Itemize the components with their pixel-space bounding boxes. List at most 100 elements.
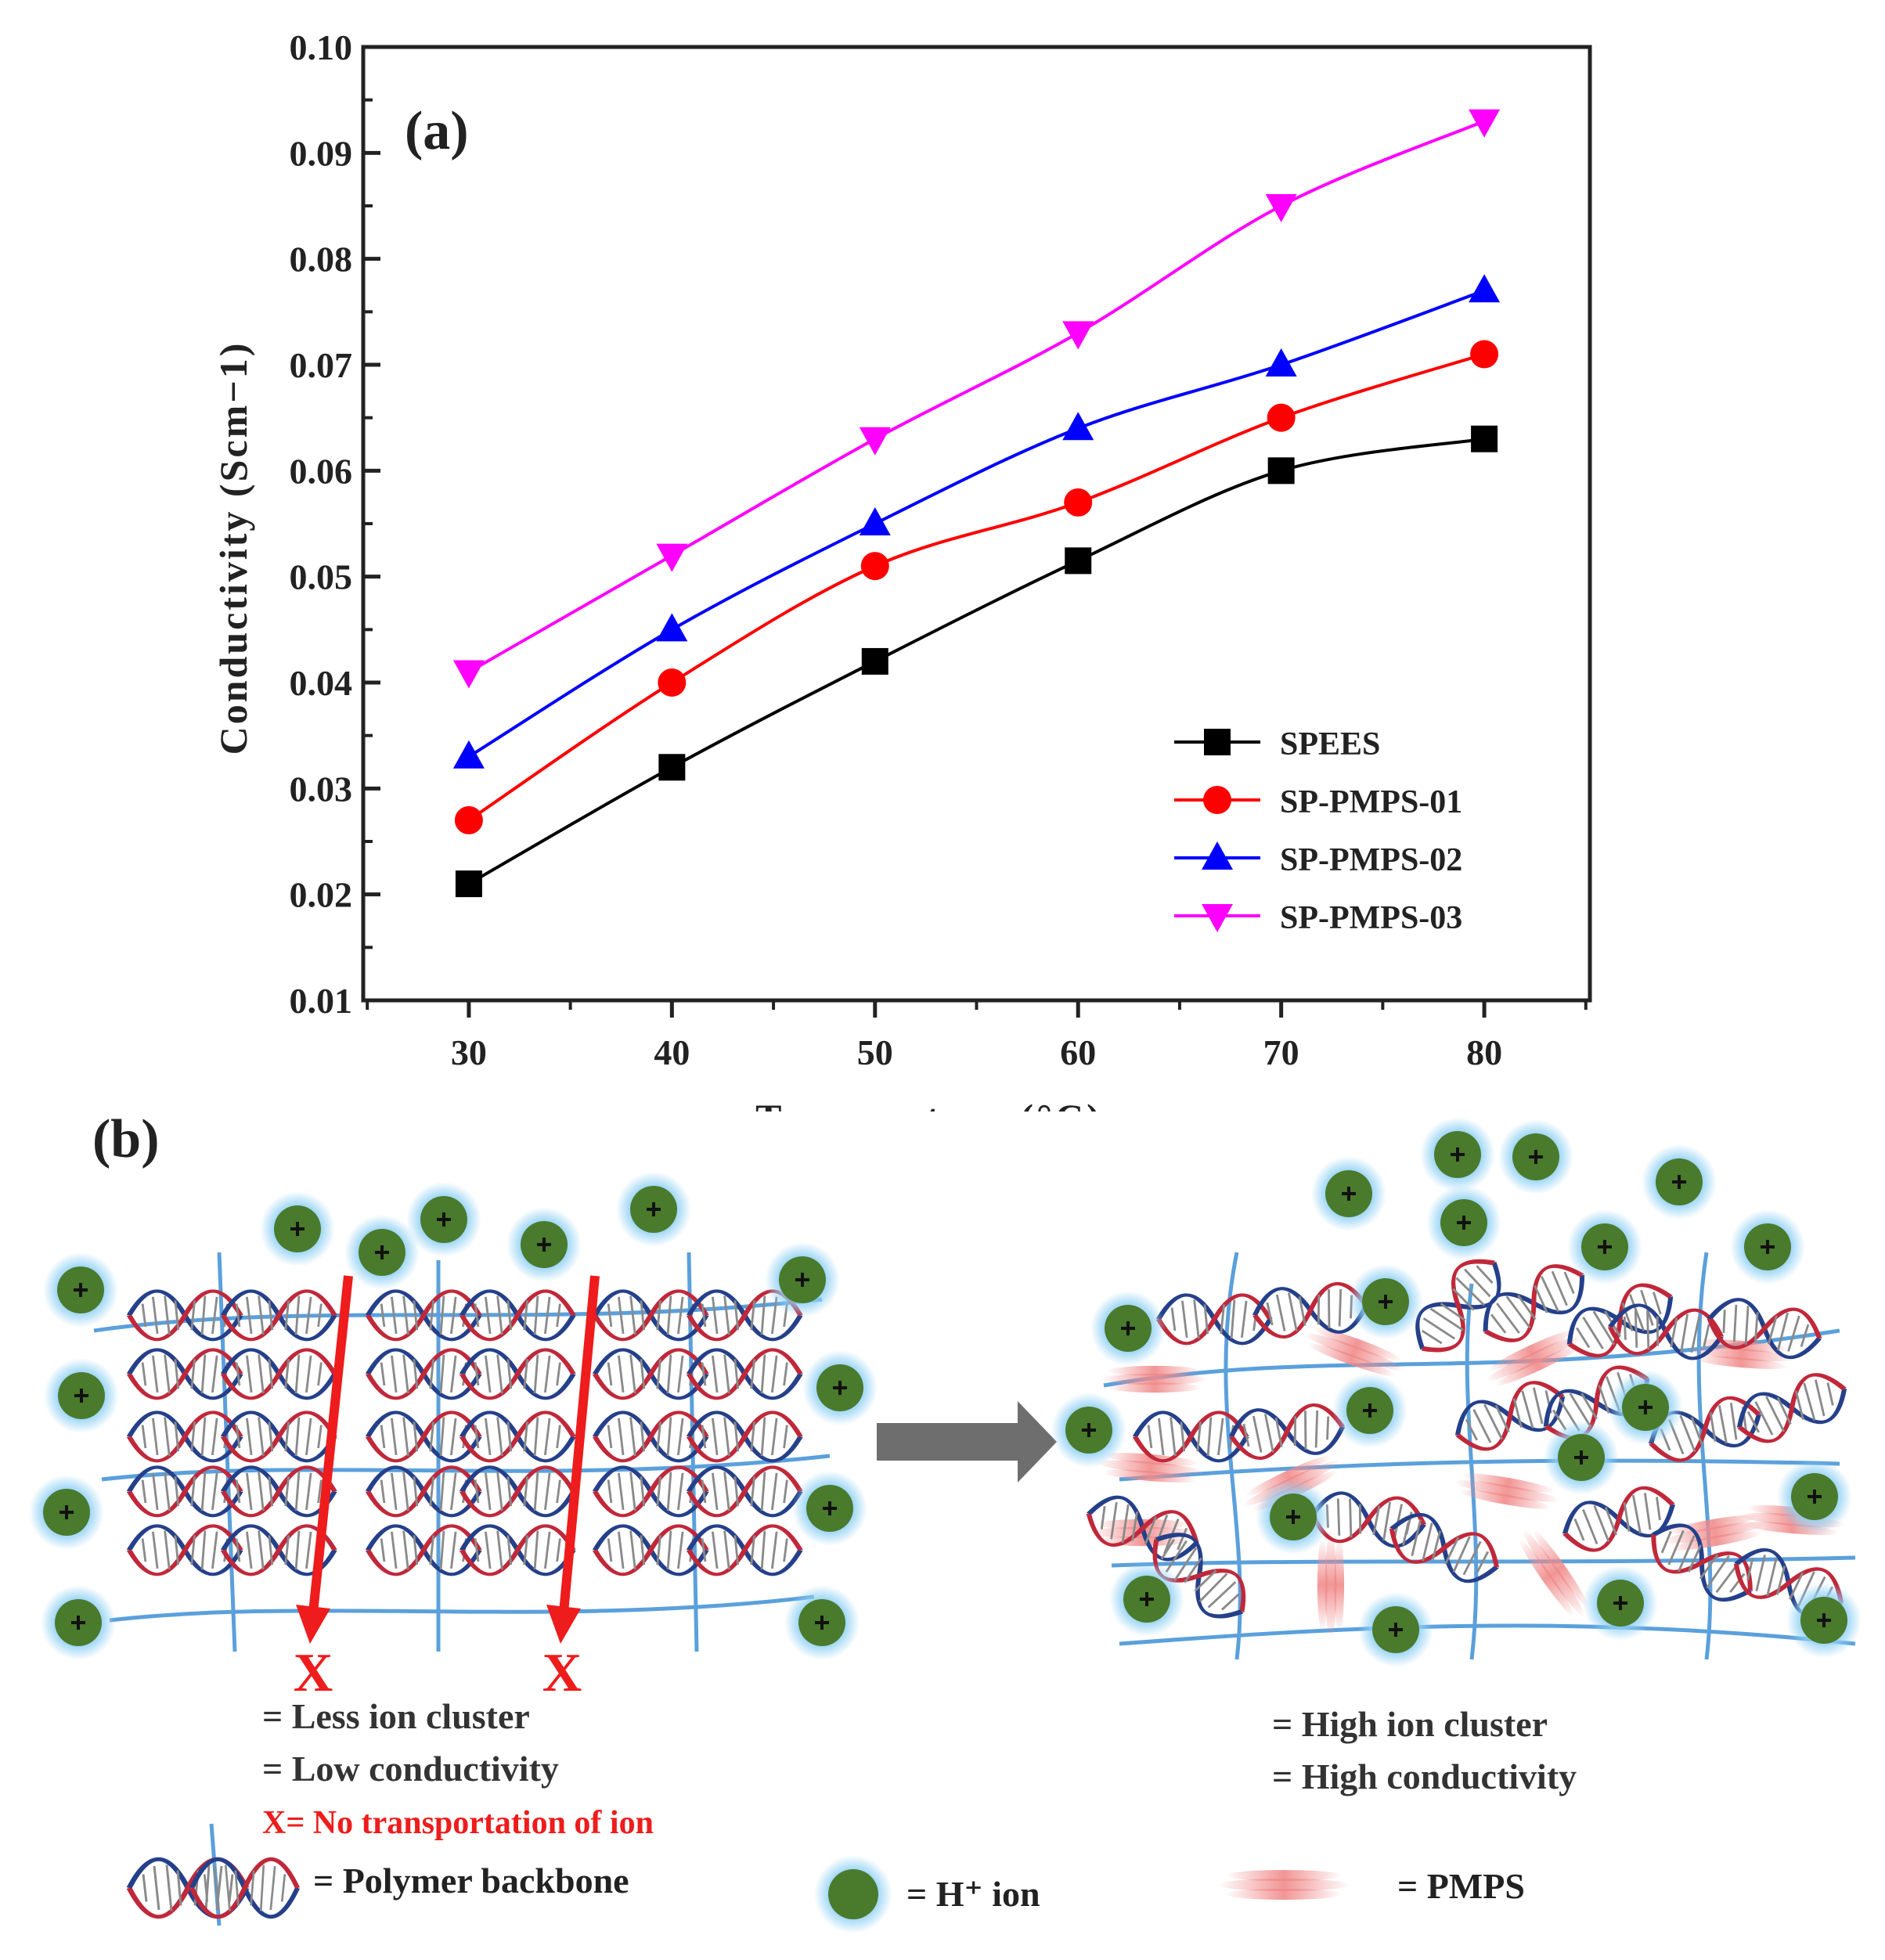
diagram-key: = Polymer backbone = H⁺ ion = PMPS — [129, 1823, 1525, 1933]
h-ion — [1498, 1119, 1573, 1194]
legend-label: SP-PMPS-03 — [1280, 900, 1462, 936]
data-point-series-1 — [1470, 340, 1499, 369]
data-point-series-2 — [859, 507, 891, 535]
red-arrowhead-1 — [296, 1605, 330, 1644]
data-point-series-3 — [859, 427, 891, 456]
key-ion-label: = H⁺ ion — [906, 1874, 1040, 1914]
data-point-series-1 — [658, 668, 687, 697]
y-tick-label: 0.01 — [290, 981, 353, 1021]
h-ion — [44, 1358, 119, 1433]
y-tick-label: 0.03 — [290, 769, 353, 809]
h-ion — [1311, 1156, 1386, 1231]
y-ticks: 0.01 0.02 0.03 0.04 0.05 0.06 0.07 0.08 0.09 0.10 — [290, 27, 380, 1021]
x-ticks: 30 40 50 60 70 80 — [366, 1000, 1588, 1072]
data-point-series-2 — [1062, 412, 1094, 441]
right-ions — [1051, 1117, 1862, 1667]
h-ion — [1730, 1209, 1805, 1284]
h-ion — [1348, 1264, 1423, 1339]
polymer-helix — [1159, 1295, 1270, 1343]
x-tick-label: 50 — [857, 1032, 893, 1072]
blocked-transport-arrows: X X — [294, 1275, 600, 1703]
legend-label: SPEES — [1280, 726, 1380, 762]
h-ion — [1426, 1185, 1501, 1260]
data-point-series-3 — [656, 543, 688, 572]
pmps-unit — [1317, 1532, 1345, 1638]
data-point-series-0 — [861, 647, 888, 675]
left-caption-low-conductivity: = Low conductivity — [262, 1749, 559, 1789]
h-ion — [260, 1191, 335, 1266]
conductivity-chart: (a) 0.01 0.02 0.03 0.04 0.05 0.06 0.07 0.08 0.09… — [211, 27, 1592, 1112]
legend-marker — [1202, 841, 1233, 870]
right-helix-chains — [1083, 1248, 1853, 1630]
legend-marker — [1203, 786, 1231, 814]
legend-label: SP-PMPS-02 — [1280, 842, 1462, 878]
y-axis-title: Conductivity (Scm−1) — [211, 341, 255, 755]
x-tick-label: 40 — [654, 1032, 690, 1072]
transition-arrow-head — [1018, 1401, 1057, 1483]
h-ion — [1051, 1393, 1126, 1468]
h-ion — [41, 1585, 116, 1660]
h-ion — [1567, 1209, 1642, 1284]
h-ion — [1583, 1565, 1658, 1641]
data-point-series-3 — [1265, 194, 1297, 222]
panel-label-a: (a) — [405, 101, 469, 161]
data-point-series-2 — [1469, 274, 1501, 303]
blocked-mark-1: X — [294, 1643, 333, 1703]
x-axis-title: Temperature (°C) — [755, 1096, 1103, 1112]
y-tick-label: 0.10 — [290, 27, 353, 67]
series-line-3 — [467, 119, 1485, 674]
h-ion — [802, 1350, 878, 1425]
data-point-series-3 — [1062, 321, 1094, 350]
data-point-series-1 — [860, 552, 889, 581]
y-tick-label: 0.02 — [290, 875, 353, 915]
key-pmps-label: = PMPS — [1397, 1866, 1525, 1906]
data-point-series-0 — [1065, 547, 1092, 575]
red-arrowhead-2 — [546, 1605, 581, 1644]
h-ion — [1608, 1370, 1683, 1445]
right-caption-high-conductivity: = High conductivity — [1272, 1756, 1577, 1796]
h-ion — [506, 1207, 582, 1282]
pmps-unit — [1101, 1365, 1208, 1393]
y-tick-label: 0.05 — [290, 557, 353, 597]
h-ion — [406, 1182, 481, 1257]
series-line-2 — [467, 289, 1485, 758]
data-point-series-2 — [1265, 348, 1297, 377]
h-ion — [29, 1475, 104, 1550]
right-captions: = High ion cluster = High conductivity — [1272, 1704, 1577, 1796]
red-arrow-1 — [308, 1275, 353, 1613]
transition-arrow — [877, 1401, 1057, 1483]
h-ion — [784, 1585, 860, 1660]
x-tick-label: 30 — [451, 1032, 487, 1072]
series-lines — [467, 119, 1485, 885]
h-ion — [1090, 1291, 1166, 1366]
data-point-series-1 — [454, 805, 483, 834]
data-point-series-0 — [1267, 457, 1295, 485]
data-point-series-2 — [656, 613, 688, 642]
key-backbone-label: = Polymer backbone — [313, 1861, 629, 1901]
red-arrow-2 — [559, 1275, 600, 1613]
key-ion-symbol — [814, 1855, 892, 1933]
left-captions: = Less ion cluster = Low conductivity X=… — [262, 1696, 654, 1841]
pmps-unit — [1452, 1468, 1562, 1514]
x-tick-label: 80 — [1466, 1032, 1502, 1072]
h-ion — [1420, 1117, 1495, 1192]
ion-transport-diagram: (b) X X — [29, 1109, 1862, 1933]
legend-marker — [1204, 729, 1231, 755]
y-tick-label: 0.06 — [290, 451, 353, 491]
key-backbone-symbol — [129, 1823, 297, 1926]
h-ion — [1332, 1373, 1407, 1448]
left-caption-no-transport: X= No transportation of ion — [262, 1805, 654, 1841]
h-ion — [792, 1471, 867, 1546]
panel-label-b: (b) — [92, 1109, 160, 1169]
series-line-0 — [467, 437, 1485, 885]
key-pmps-symbol — [1217, 1870, 1350, 1900]
x-tick-label: 60 — [1060, 1032, 1096, 1072]
x-tick-label: 70 — [1263, 1032, 1299, 1072]
series-markers — [452, 109, 1501, 898]
data-point-series-0 — [1471, 425, 1498, 452]
data-point-series-0 — [658, 754, 686, 781]
polymer-helix — [1229, 1403, 1344, 1461]
legend-marker — [1202, 904, 1233, 932]
y-tick-label: 0.09 — [290, 133, 353, 173]
h-ion — [1777, 1459, 1852, 1534]
